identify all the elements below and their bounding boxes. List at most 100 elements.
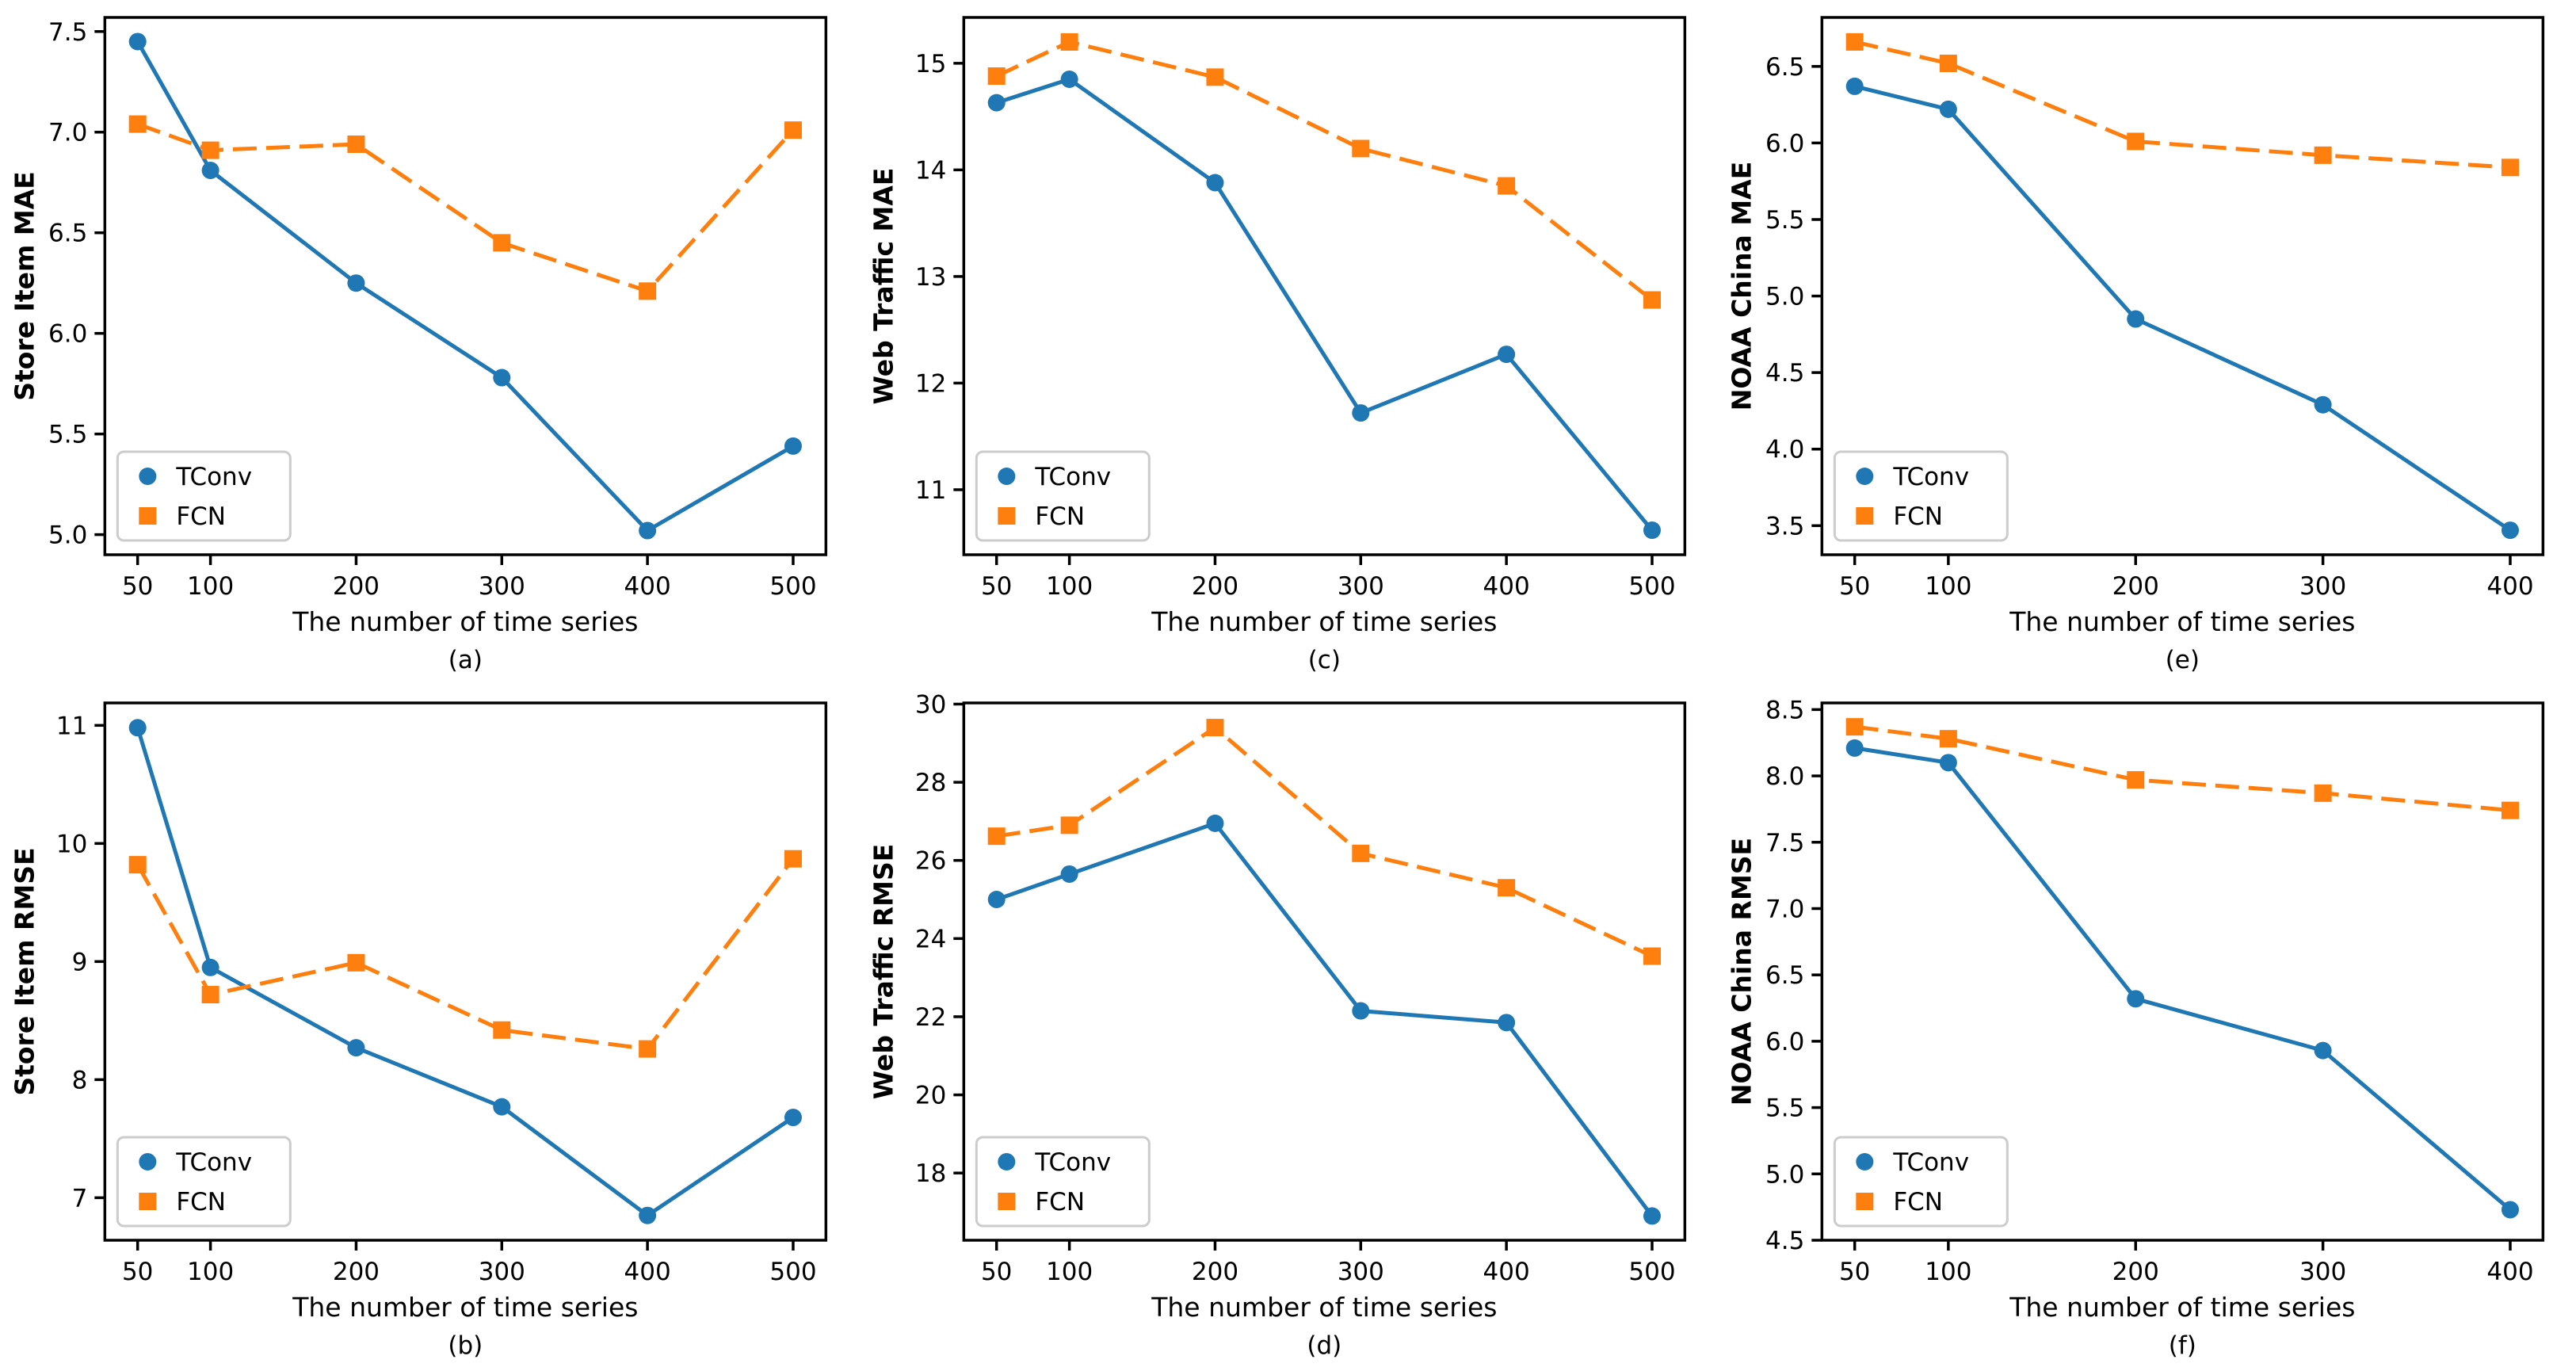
marker-tconv [1846,739,1864,757]
y-tick-label: 11 [56,712,87,740]
marker-fcn [2502,158,2520,177]
chart-c: 50 100 200 300 400 500 11 12 13 14 15 The number of… [859,0,1718,686]
marker-fcn [639,1040,657,1058]
legend-box [975,1136,1151,1228]
x-axis-label: The number of time series [292,606,638,637]
legend-label-fcn: FCN [1894,1188,1944,1216]
subplot-caption: (c) [1307,646,1340,674]
marker-tconv [2502,1201,2520,1219]
x-tick-label: 100 [1925,572,1972,601]
marker-fcn [784,850,802,868]
x-tick-label: 100 [1925,1258,1972,1286]
legend-marker-tconv [1856,468,1874,485]
marker-fcn [1497,177,1515,195]
marker-fcn [784,121,802,139]
y-tick-label: 6.5 [1765,53,1804,82]
x-axis-label: The number of time series [292,1292,638,1323]
chart-e: 50 100 200 300 400 3.5 4.0 4.5 5.0 5.5 6.0 6.5 The n… [1717,0,2576,686]
series-line-tconv [135,40,795,533]
marker-fcn [1846,718,1864,736]
legend-box [975,450,1151,542]
legend-label-fcn: FCN [176,1188,226,1216]
marker-tconv [493,1098,511,1116]
marker-fcn [347,135,365,153]
marker-fcn [1206,719,1224,737]
series-line-tconv [135,727,795,1218]
series-line-fcn [135,857,795,1052]
y-tick-label: 3.5 [1765,512,1804,540]
subplot-caption: (f) [2169,1331,2196,1360]
y-tick-label: 10 [56,830,87,858]
y-tick-label: 7 [72,1184,88,1213]
marker-fcn [2314,784,2332,802]
marker-tconv [347,1039,365,1057]
x-tick-label: 100 [1046,1258,1093,1286]
marker-tconv [201,161,219,179]
x-tick-label: 200 [333,1258,380,1286]
y-tick-label: 5.5 [48,421,87,449]
x-tick-label: 500 [769,572,816,601]
subplot-caption: (a) [448,646,483,674]
y-tick-label: 9 [72,948,88,976]
series-line-fcn [995,40,1654,302]
y-tick-label: 5.5 [1765,1094,1804,1123]
y-tick-label: 24 [915,925,946,953]
marker-fcn [493,234,511,252]
x-tick-label: 100 [187,572,234,601]
chart-svg-e: 50 100 200 300 400 3.5 4.0 4.5 5.0 5.5 6.0 6.5 The n… [1727,16,2545,674]
marker-tconv [784,437,802,455]
y-tick-label: 13 [915,263,946,292]
x-tick-label: 300 [2299,1258,2346,1286]
chart-d: 50 100 200 300 400 500 18 20 22 24 26 28 30 The numbe… [859,686,1718,1371]
marker-fcn [1497,879,1515,897]
series-line-tconv [995,821,1654,1217]
x-axis-label: The number of time series [1151,1292,1497,1323]
y-tick-label: 4.5 [1765,359,1804,388]
y-tick-label: 7.5 [1765,829,1804,857]
series-line-tconv [995,77,1654,532]
marker-tconv [128,719,147,737]
x-tick-label: 400 [1483,572,1529,601]
x-tick-label: 200 [333,572,380,601]
y-tick-label: 14 [915,156,946,185]
chart-b: 50 100 200 300 400 500 7 8 9 10 11 The number of ti… [0,686,859,1371]
legend-box [116,450,292,542]
marker-tconv [493,369,511,387]
x-axis-label: The number of time series [2009,1292,2356,1323]
marker-tconv [1643,521,1661,540]
x-tick-label: 400 [2487,572,2534,601]
legend-marker-fcn [1856,1193,1874,1210]
y-axis-label: Web Traffic MAE [868,168,899,405]
marker-fcn [1351,844,1369,862]
legend-box [1834,1136,2009,1228]
chart-svg-b: 50 100 200 300 400 500 7 8 9 10 11 The number of ti… [9,701,828,1360]
y-axis-label: Web Traffic RMSE [868,844,899,1100]
x-tick-label: 500 [1628,1258,1675,1286]
y-tick-label: 6.5 [1765,961,1804,990]
marker-tconv [1497,1014,1515,1032]
chart-svg-d: 50 100 200 300 400 500 18 20 22 24 26 28 30 The numbe… [868,690,1686,1360]
y-tick-label: 8.0 [1765,762,1804,791]
marker-fcn [2127,771,2145,789]
marker-tconv [784,1109,802,1127]
marker-tconv [1060,71,1078,89]
marker-tconv [639,1206,657,1224]
y-tick-label: 18 [915,1159,946,1188]
y-tick-label: 5.5 [1765,206,1804,235]
marker-tconv [1940,754,1958,772]
y-tick-label: 11 [915,476,946,505]
legend-marker-fcn [139,1193,157,1210]
marker-fcn [1060,816,1078,834]
marker-fcn [201,986,219,1004]
y-tick-label: 28 [915,769,946,797]
legend-marker-fcn [139,507,157,525]
marker-tconv [2127,990,2145,1008]
x-tick-label: 400 [2487,1258,2534,1286]
x-tick-label: 300 [479,1258,525,1286]
x-tick-label: 500 [769,1258,816,1286]
marker-fcn [2314,146,2332,164]
legend-label-tconv: TConv [175,1148,252,1177]
legend-box [116,1136,292,1228]
marker-tconv [1060,865,1078,883]
